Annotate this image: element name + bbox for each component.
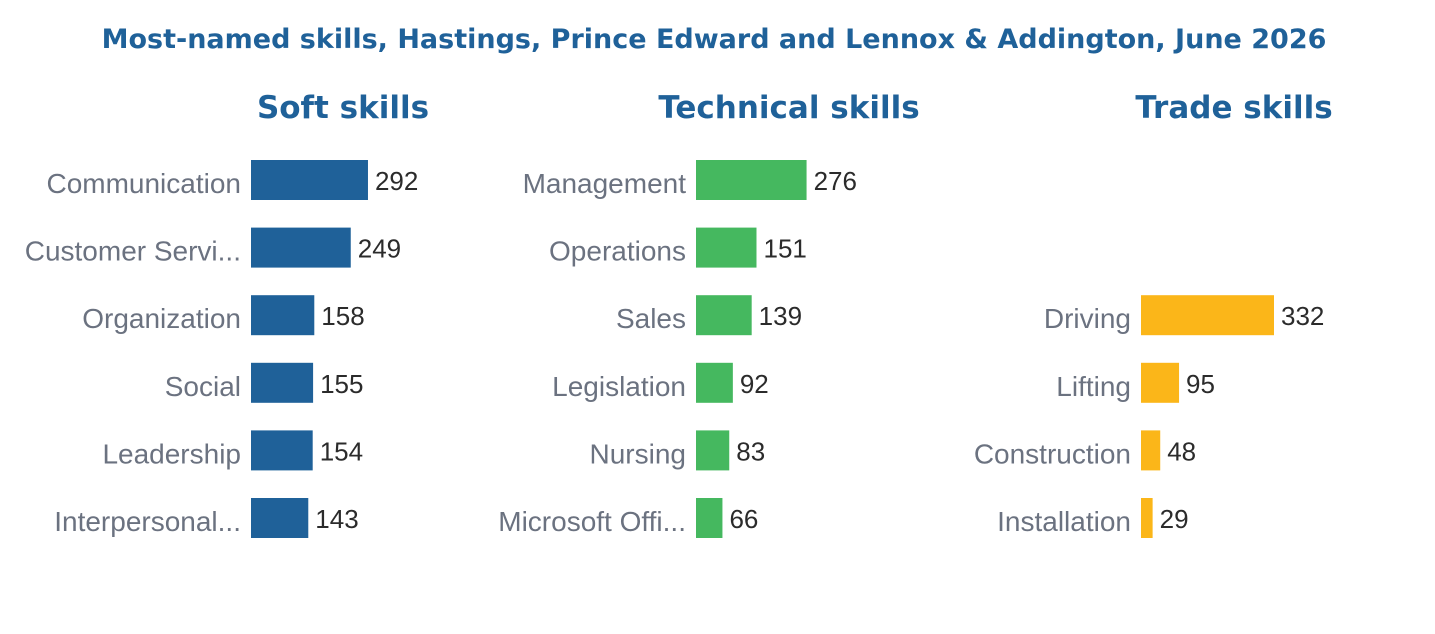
bar [251,295,315,336]
category-label: Customer Servi... [25,236,241,267]
value-label: 29 [1160,504,1189,534]
panel-title: Technical skills [658,90,919,126]
category-label: Driving [1044,303,1131,334]
chart-title: Most-named skills, Hastings, Prince Edwa… [102,24,1327,55]
value-label: 66 [729,504,758,534]
bar [696,295,752,336]
value-label: 292 [375,166,418,196]
bar [696,430,730,471]
bar [251,160,368,200]
panel-0: Soft skills Communication 292 Customer Serv… [25,90,429,538]
value-label: 92 [740,369,769,399]
category-label: Interpersonal... [54,506,241,537]
panel-2: Trade skills Driving 332 Lifting 95 Construct… [974,90,1333,538]
bar [1141,362,1180,403]
value-label: 158 [321,301,364,331]
category-label: Operations [549,236,686,267]
panel-title: Trade skills [1135,90,1332,126]
value-label: 83 [736,436,765,466]
bar [251,498,309,538]
category-label: Management [523,168,687,199]
bar [696,498,723,538]
bar [251,430,313,471]
value-label: 332 [1281,301,1324,331]
value-label: 48 [1167,436,1196,466]
category-label: Social [165,371,241,402]
bar [1141,498,1153,538]
value-label: 139 [759,301,802,331]
category-label: Installation [997,506,1131,537]
value-label: 154 [320,436,363,466]
value-label: 95 [1186,369,1215,399]
category-label: Communication [46,168,241,199]
bar [251,362,314,403]
category-label: Lifting [1056,371,1131,402]
value-label: 143 [315,504,358,534]
category-label: Construction [974,438,1131,469]
value-label: 155 [320,369,363,399]
panel-title: Soft skills [257,90,429,126]
category-label: Nursing [590,438,686,469]
category-label: Microsoft Offi... [498,506,686,537]
category-label: Legislation [552,371,686,402]
category-label: Sales [616,303,686,334]
bar [1141,430,1161,471]
bar [696,227,757,268]
panel-1: Technical skills Management 276 Operations 1… [498,90,920,538]
bar [696,362,733,403]
value-label: 276 [814,166,857,196]
bar [251,227,351,268]
value-label: 249 [358,234,401,264]
bar [696,160,807,200]
category-label: Leadership [102,438,241,469]
value-label: 151 [763,234,806,264]
category-label: Organization [82,303,241,334]
bar [1141,295,1274,336]
